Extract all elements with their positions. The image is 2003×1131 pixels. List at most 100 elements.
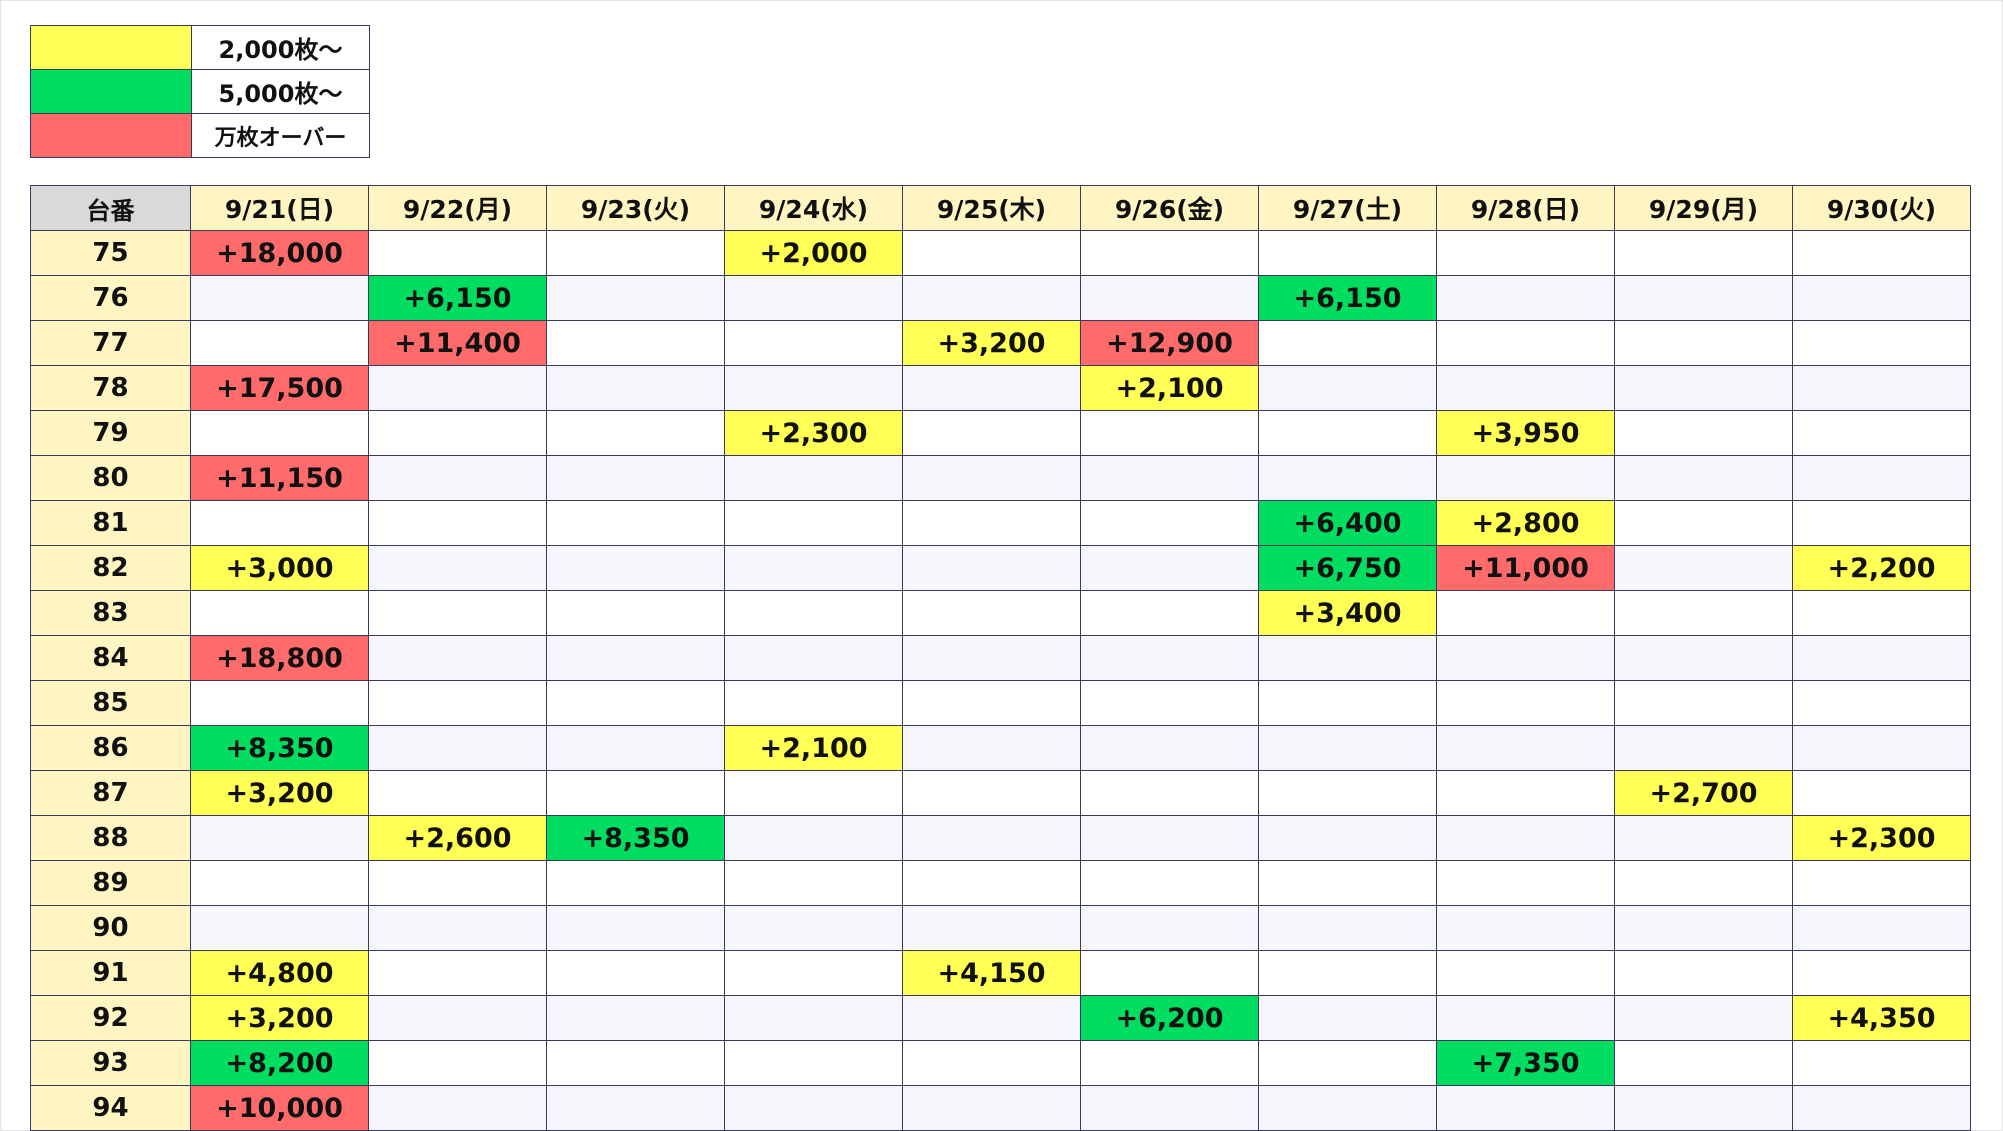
empty-cell: [546, 995, 725, 1041]
unit-number: 78: [30, 365, 191, 411]
table-row: 85: [30, 680, 1971, 726]
empty-cell: [368, 860, 547, 906]
empty-cell: [902, 995, 1081, 1041]
date-header: 9/28(日): [1436, 185, 1615, 231]
empty-cell: [1614, 500, 1793, 546]
empty-cell: [902, 230, 1081, 276]
result-cell: +8,350: [546, 815, 725, 861]
empty-cell: [190, 680, 369, 726]
unit-number: 88: [30, 815, 191, 861]
result-cell: +2,700: [1614, 770, 1793, 816]
empty-cell: [902, 1040, 1081, 1086]
empty-cell: [1792, 725, 1971, 771]
empty-cell: [546, 770, 725, 816]
empty-cell: [368, 725, 547, 771]
result-cell: +11,000: [1436, 545, 1615, 591]
empty-cell: [368, 365, 547, 411]
empty-cell: [1436, 455, 1615, 501]
date-header: 9/21(日): [190, 185, 369, 231]
empty-cell: [1080, 635, 1259, 681]
table-row: 94 +10,000: [30, 1085, 1971, 1131]
legend-swatch-green: [30, 69, 192, 114]
empty-cell: [1080, 545, 1259, 591]
date-header: 9/27(土): [1258, 185, 1437, 231]
empty-cell: [1614, 455, 1793, 501]
empty-cell: [368, 500, 547, 546]
empty-cell: [368, 410, 547, 456]
empty-cell: [1258, 905, 1437, 951]
empty-cell: [1792, 950, 1971, 996]
empty-cell: [1436, 905, 1615, 951]
empty-cell: [902, 410, 1081, 456]
empty-cell: [1614, 995, 1793, 1041]
empty-cell: [368, 545, 547, 591]
legend-label: 2,000枚〜: [191, 25, 370, 70]
empty-cell: [1614, 275, 1793, 321]
empty-cell: [724, 275, 903, 321]
empty-cell: [1436, 815, 1615, 861]
empty-cell: [1080, 500, 1259, 546]
result-cell: +6,150: [1258, 275, 1437, 321]
empty-cell: [1258, 365, 1437, 411]
empty-cell: [902, 770, 1081, 816]
legend-swatch-red: [30, 113, 192, 158]
empty-cell: [1614, 815, 1793, 861]
empty-cell: [724, 950, 903, 996]
empty-cell: [724, 365, 903, 411]
result-cell: +2,200: [1792, 545, 1971, 591]
empty-cell: [1436, 725, 1615, 771]
empty-cell: [1436, 365, 1615, 411]
empty-cell: [546, 1085, 725, 1131]
unit-number: 81: [30, 500, 191, 546]
empty-cell: [1614, 545, 1793, 591]
empty-cell: [1436, 770, 1615, 816]
empty-cell: [1258, 410, 1437, 456]
result-cell: +4,150: [902, 950, 1081, 996]
empty-cell: [546, 275, 725, 321]
table-row: 89: [30, 860, 1971, 906]
empty-cell: [1614, 680, 1793, 726]
empty-cell: [546, 590, 725, 636]
empty-cell: [1258, 770, 1437, 816]
legend-row: 2,000枚〜: [30, 25, 370, 70]
empty-cell: [902, 545, 1081, 591]
empty-cell: [902, 725, 1081, 771]
empty-cell: [724, 1085, 903, 1131]
empty-cell: [1080, 410, 1259, 456]
result-cell: +4,800: [190, 950, 369, 996]
empty-cell: [546, 545, 725, 591]
empty-cell: [1792, 590, 1971, 636]
empty-cell: [546, 500, 725, 546]
empty-cell: [1080, 950, 1259, 996]
result-cell: +3,400: [1258, 590, 1437, 636]
result-cell: +3,200: [902, 320, 1081, 366]
table-row: 79 +2,300 +3,950: [30, 410, 1971, 456]
empty-cell: [546, 905, 725, 951]
empty-cell: [368, 590, 547, 636]
empty-cell: [1258, 995, 1437, 1041]
legend-label: 5,000枚〜: [191, 69, 370, 114]
result-cell: +18,000: [190, 230, 369, 276]
legend-swatch-yellow: [30, 25, 192, 70]
empty-cell: [902, 905, 1081, 951]
empty-cell: [902, 365, 1081, 411]
table-row: 83 +3,400: [30, 590, 1971, 636]
result-cell: +17,500: [190, 365, 369, 411]
date-header: 9/29(月): [1614, 185, 1793, 231]
empty-cell: [1792, 365, 1971, 411]
unit-number: 75: [30, 230, 191, 276]
empty-cell: [1614, 725, 1793, 771]
empty-cell: [1792, 230, 1971, 276]
empty-cell: [368, 455, 547, 501]
empty-cell: [190, 815, 369, 861]
unit-number: 87: [30, 770, 191, 816]
empty-cell: [1258, 860, 1437, 906]
empty-cell: [1792, 860, 1971, 906]
empty-cell: [724, 860, 903, 906]
table-row: 90: [30, 905, 1971, 951]
empty-cell: [1436, 590, 1615, 636]
empty-cell: [546, 320, 725, 366]
empty-cell: [546, 950, 725, 996]
empty-cell: [724, 590, 903, 636]
empty-cell: [1792, 680, 1971, 726]
